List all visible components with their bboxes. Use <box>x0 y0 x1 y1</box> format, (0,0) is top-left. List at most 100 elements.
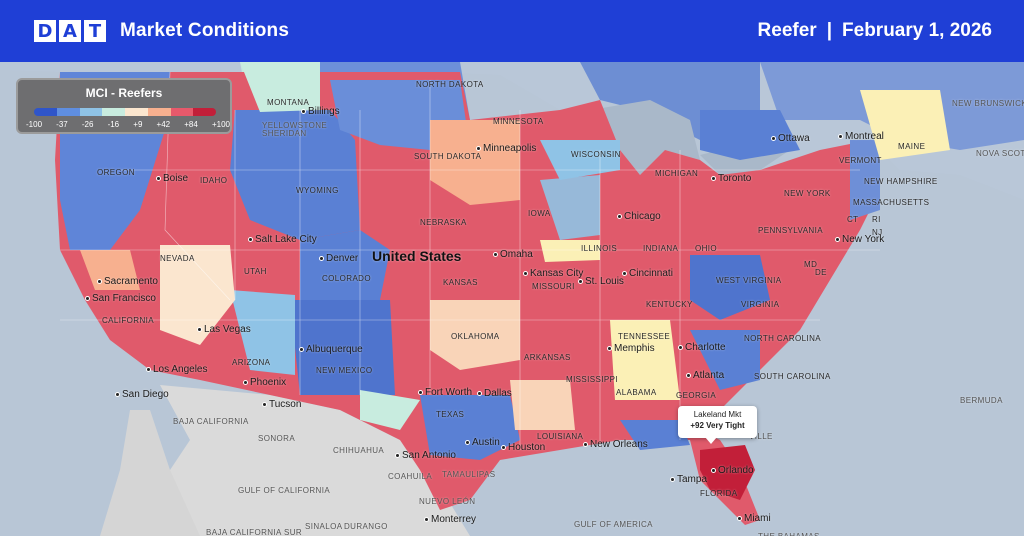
city-marker[interactable] <box>617 214 622 219</box>
report-date: February 1, 2026 <box>842 20 992 41</box>
region-label: NEW BRUNSWICK <box>952 99 1024 108</box>
city-label: Orlando <box>718 465 754 476</box>
city-marker[interactable] <box>737 516 742 521</box>
city-label: Tampa <box>677 474 708 485</box>
legend-tick: -37 <box>56 120 68 129</box>
city-marker[interactable] <box>477 391 482 396</box>
city-marker[interactable] <box>301 109 306 114</box>
region-west-virginia <box>690 255 770 320</box>
header-separator: | <box>826 20 833 41</box>
canada-land <box>0 62 1024 200</box>
city-marker[interactable] <box>476 146 481 151</box>
city-marker[interactable] <box>418 390 423 395</box>
tooltip-value: +92 Very Tight <box>690 421 745 430</box>
legend-swatch <box>102 108 125 116</box>
state-label: WISCONSIN <box>571 150 621 159</box>
region-label: SONORA <box>258 434 296 443</box>
city-marker[interactable] <box>85 296 90 301</box>
state-borders <box>60 71 880 450</box>
city-marker[interactable] <box>243 380 248 385</box>
city-marker[interactable] <box>156 176 161 181</box>
logo-letter-d: D <box>34 20 56 42</box>
city-label: Phoenix <box>250 377 287 388</box>
mci-legend: MCI - Reefers -100 -37 -26 -16 +9 +42 +84 +100 <box>16 78 232 134</box>
city-marker[interactable] <box>578 279 583 284</box>
city-label: Chicago <box>624 211 661 222</box>
region-label: NUEVO LEÓN <box>419 497 476 506</box>
city-marker[interactable] <box>465 440 470 445</box>
city-marker[interactable] <box>583 442 588 447</box>
region-label: DURANGO <box>344 522 388 531</box>
city-label: Fort Worth <box>425 387 473 398</box>
city-marker[interactable] <box>670 477 675 482</box>
state-label: NEW YORK <box>784 189 831 198</box>
legend-tick: -26 <box>81 120 94 129</box>
legend-swatch <box>147 108 171 116</box>
city-marker[interactable] <box>622 271 627 276</box>
city-label: Billings <box>308 106 340 117</box>
state-label: WYOMING <box>296 186 339 195</box>
city-label: Dallas <box>484 388 512 399</box>
map-canvas[interactable]: NORTH DAKOTA MONTANA MINNESOTA SOUTH DAKOTA… <box>0 62 1024 536</box>
city-marker[interactable] <box>395 453 400 458</box>
city-label: San Francisco <box>92 293 156 304</box>
city-marker[interactable] <box>838 134 843 139</box>
city-marker[interactable] <box>678 345 683 350</box>
city-label: Kansas City <box>530 268 584 279</box>
city-marker[interactable] <box>523 271 528 276</box>
region-label: Gulf of America <box>574 520 653 529</box>
city-marker[interactable] <box>493 252 498 257</box>
city-label: Boise <box>163 173 189 184</box>
state-label: FLORIDA <box>700 489 738 498</box>
city-marker[interactable] <box>248 237 253 242</box>
legend-tick: +100 <box>211 120 230 129</box>
city-marker[interactable] <box>319 256 324 261</box>
state-label: SOUTH CAROLINA <box>754 372 831 381</box>
city-marker[interactable] <box>607 346 612 351</box>
mexico-land <box>160 385 470 536</box>
city-marker[interactable] <box>424 517 429 522</box>
city-marker[interactable] <box>299 347 304 352</box>
city-label: Albuquerque <box>306 344 363 355</box>
state-label: MASSACHUSETTS <box>853 198 930 207</box>
city-marker[interactable] <box>711 176 716 181</box>
region-minnesota-south <box>430 120 520 205</box>
state-label: NORTH CAROLINA <box>744 334 822 343</box>
city-marker[interactable] <box>711 468 716 473</box>
city-marker[interactable] <box>115 392 120 397</box>
region-west-texas <box>360 390 420 430</box>
city-label: San Diego <box>122 389 169 400</box>
city-label: Cincinnati <box>629 268 673 279</box>
city-marker[interactable] <box>262 402 267 407</box>
region-label: Bermuda <box>960 396 1003 405</box>
region-illinois <box>540 240 600 262</box>
region-alabama <box>610 320 680 400</box>
city-marker[interactable] <box>197 327 202 332</box>
state-label: UTAH <box>244 267 267 276</box>
city-marker[interactable] <box>771 136 776 141</box>
city-label: Toronto <box>718 173 752 184</box>
region-carolina-inland <box>690 330 760 390</box>
region-label: COAHUILA <box>388 472 433 481</box>
state-label: MINNESOTA <box>493 117 544 126</box>
state-label: MISSOURI <box>532 282 575 291</box>
region-texas-central <box>420 395 520 460</box>
legend-ticks: -100 -37 -26 -16 +9 +42 +84 +100 <box>26 120 230 129</box>
city-marker[interactable] <box>835 237 840 242</box>
state-label: INDIANA <box>643 244 679 253</box>
city-label: Atlanta <box>693 370 725 381</box>
state-label: GEORGIA <box>676 391 717 400</box>
state-label: KANSAS <box>443 278 478 287</box>
header-meta: Reefer | February 1, 2026 <box>758 0 992 62</box>
city-label: Miami <box>744 513 771 524</box>
state-label: DE <box>815 268 827 277</box>
legend-swatch <box>193 108 216 116</box>
city-marker[interactable] <box>501 445 506 450</box>
logo-letter-a: A <box>59 20 81 42</box>
city-marker[interactable] <box>686 373 691 378</box>
city-label: Sacramento <box>104 276 158 287</box>
city-marker[interactable] <box>97 279 102 284</box>
state-label: COLORADO <box>322 274 371 283</box>
city-marker[interactable] <box>146 367 151 372</box>
city-label: Los Angeles <box>153 364 208 375</box>
